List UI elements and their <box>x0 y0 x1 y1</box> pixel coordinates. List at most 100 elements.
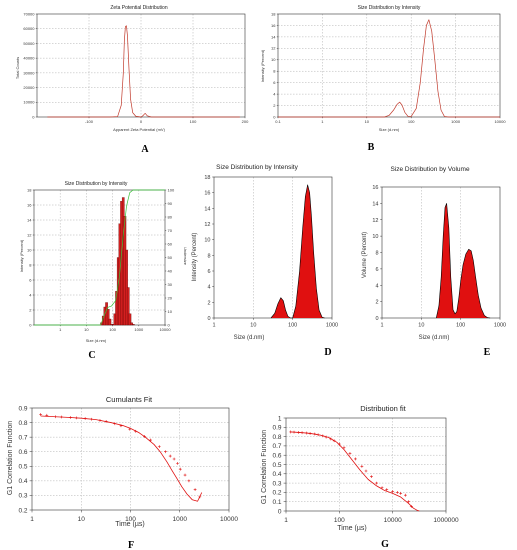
G-point-26 <box>407 500 411 504</box>
G-point-14 <box>348 451 352 455</box>
G-ytick-label-6: 0.6 <box>272 453 281 460</box>
panel-c-letter: C <box>88 350 95 361</box>
F-point-12 <box>128 427 132 431</box>
C-bar-17 <box>128 313 132 326</box>
F-xtick-label-0: 1 <box>30 516 34 523</box>
panel-g-xlabel: Time (µs) <box>337 525 366 532</box>
panel-b-title: Size Distribution by Intensity <box>358 5 421 11</box>
F-ytick-label-7: 0.9 <box>18 405 27 412</box>
E-xtick-label-1: 10 <box>418 323 424 329</box>
A-ytick-label-3: 30000 <box>23 70 35 75</box>
E-xtick-label-0: 1 <box>380 323 383 329</box>
C-y2tick-label-5: 50 <box>168 255 173 260</box>
D-ytick-label-4: 8 <box>207 253 210 259</box>
F-point-1 <box>45 413 49 417</box>
D-ytick-label-9: 18 <box>204 175 210 181</box>
panel-b-letter: B <box>368 142 375 153</box>
panel-b-plot: 0.1 1 10 100 1000 10000 0 2 4 6 8 10 12 14 16 18 <box>271 11 506 124</box>
panel-e-title: Size Distribution by Volume <box>390 166 470 173</box>
B-xtick-label-0: 0.1 <box>275 119 281 124</box>
A-xtick-label-3: 200 <box>242 119 249 124</box>
A-ytick-label-2: 20000 <box>23 85 35 90</box>
G-point-9 <box>324 435 328 439</box>
G-point-18 <box>370 475 373 478</box>
C-ytick-label-5: 10 <box>27 247 32 252</box>
panel-g-title: Distribution fit <box>360 404 406 413</box>
panel-d-plot: 1 10 100 1000 0 2 4 6 8 10 12 14 16 18 <box>204 175 338 329</box>
C-ytick-label-6: 12 <box>27 232 32 237</box>
B-xtick-label-3: 100 <box>408 119 415 124</box>
C-y2tick-label-6: 60 <box>168 241 173 246</box>
C-y2tick-label-9: 90 <box>168 201 173 206</box>
B-ytick-label-9: 18 <box>271 11 276 16</box>
G-point-15 <box>353 457 357 461</box>
G-point-22 <box>391 490 395 493</box>
C-xtick-label-1: 10 <box>84 327 89 332</box>
G-point-11 <box>332 439 336 443</box>
F-point-7 <box>89 417 93 421</box>
F-point-0 <box>39 413 43 416</box>
E-ytick-label-1: 2 <box>375 300 378 306</box>
C-ytick-label-4: 8 <box>29 262 32 267</box>
F-point-9 <box>104 420 108 423</box>
E-ytick-label-8: 16 <box>372 185 378 191</box>
panel-d-xlabel: Size (d.nm) <box>234 335 265 341</box>
G-ytick-label-4: 0.4 <box>272 471 281 478</box>
C-undersize-line <box>34 189 165 326</box>
F-ytick-label-3: 0.5 <box>18 464 27 471</box>
panel-e-plot: 1 10 100 1000 0 2 4 6 8 10 12 14 16 <box>372 185 506 329</box>
E-xtick-label-3: 1000 <box>494 323 506 329</box>
C-bar-19 <box>131 324 135 326</box>
panel-f-plot: 1 10 100 1000 10000 0.2 0.3 0.4 0.5 0.6 0.7 0.8 0.9 <box>18 405 238 523</box>
F-ytick-label-5: 0.7 <box>18 434 27 441</box>
F-point-13 <box>134 429 138 433</box>
F-point-17 <box>164 450 167 454</box>
panel-a-letter: A <box>141 144 149 155</box>
E-ytick-label-3: 6 <box>375 267 378 273</box>
F-point-22 <box>183 473 187 477</box>
B-ytick-label-1: 2 <box>273 103 276 108</box>
G-ytick-label-0: 0 <box>278 508 282 515</box>
F-point-6 <box>83 417 87 420</box>
G-point-13 <box>342 446 346 450</box>
C-y2tick-label-0: 0 <box>168 322 171 327</box>
F-point-19 <box>172 457 176 461</box>
C-y2tick-label-3: 30 <box>168 282 173 287</box>
panel-g: Distribution fit 1 100 10000 1000000 0 0.1 0.2… <box>261 404 459 550</box>
G-point-2 <box>297 431 301 434</box>
D-ytick-label-3: 6 <box>207 269 210 275</box>
panel-c-y2label: Undersize <box>183 247 188 266</box>
F-point-14 <box>143 435 146 438</box>
G-ytick-label-10: 1 <box>278 415 282 422</box>
D-series-area <box>270 184 325 319</box>
B-ytick-label-4: 8 <box>273 69 276 74</box>
G-point-24 <box>399 491 403 495</box>
F-point-15 <box>149 438 153 442</box>
E-ytick-label-5: 10 <box>372 234 378 240</box>
C-y2tick-label-10: 100 <box>168 187 175 192</box>
G-point-16 <box>360 464 364 468</box>
panel-c-ylabel: Intensity (Percent) <box>19 239 24 272</box>
B-ytick-label-3: 6 <box>273 80 276 85</box>
B-ytick-label-2: 4 <box>273 92 276 97</box>
panel-e-xlabel: Size (d.nm) <box>419 335 450 341</box>
C-xtick-label-2: 100 <box>109 327 116 332</box>
F-ytick-label-1: 0.3 <box>18 493 27 500</box>
F-point-11 <box>119 424 123 428</box>
G-xtick-label-3: 1000000 <box>433 517 459 524</box>
panel-g-letter: G <box>381 539 389 550</box>
G-point-25 <box>403 493 407 497</box>
A-ytick-label-0: 0 <box>32 114 35 119</box>
A-ytick-label-5: 50000 <box>23 41 35 46</box>
D-xtick-label-0: 1 <box>212 323 215 329</box>
E-ytick-label-7: 14 <box>372 201 378 207</box>
D-ytick-label-1: 2 <box>207 300 210 306</box>
G-point-12 <box>337 442 341 446</box>
C-plot-frame <box>33 189 166 326</box>
D-xtick-label-2: 100 <box>288 323 297 329</box>
F-point-5 <box>75 416 78 420</box>
panel-a-title: Zeta Potential Distribution <box>110 5 167 11</box>
panel-a-ylabel: Total Counts <box>15 57 20 79</box>
G-point-3 <box>300 431 304 435</box>
G-fit-line <box>290 431 420 512</box>
